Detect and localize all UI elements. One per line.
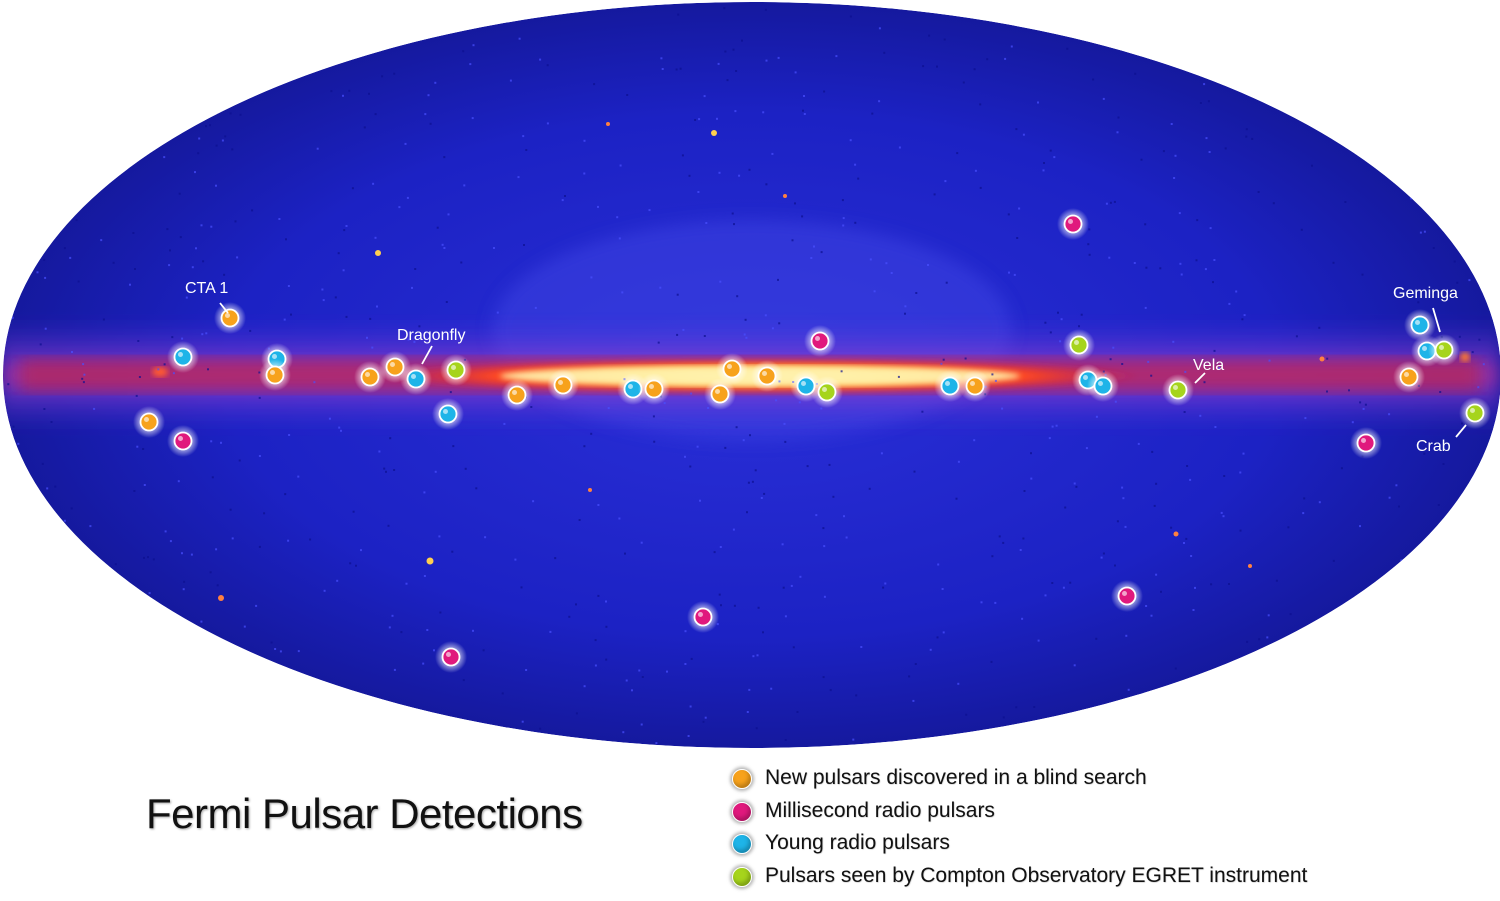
pulsar-marker-cyan [400, 363, 432, 395]
label-dragonfly: Dragonfly [397, 327, 465, 344]
page-title: Fermi Pulsar Detections [146, 790, 583, 837]
legend-label: New pulsars discovered in a blind search [765, 766, 1147, 789]
pulsar-marker-cyan [432, 398, 464, 430]
pulsar-marker-orange [959, 370, 991, 402]
cyan-dot-icon [732, 834, 752, 854]
source-labels: CTA 1 Dragonfly Vela Geminga Crab [185, 280, 1458, 455]
pulsar-marker-orange [214, 302, 246, 334]
pulsar-marker-cyan [934, 370, 966, 402]
label-geminga: Geminga [1393, 285, 1458, 302]
pulsar-marker-magenta [435, 641, 467, 673]
pulsar-marker-magenta [167, 425, 199, 457]
pulsar-marker-magenta [1111, 580, 1143, 612]
pulsar-marker-magenta [1057, 208, 1089, 240]
label-crab: Crab [1416, 438, 1451, 455]
pulsar-marker-green [811, 376, 843, 408]
sky-background [3, 2, 1500, 748]
pulsar-marker-orange [133, 406, 165, 438]
label-cta1: CTA 1 [185, 280, 228, 297]
pulsar-marker-cyan [1087, 370, 1119, 402]
pulsar-marker-orange [547, 369, 579, 401]
pulsar-marker-orange [501, 379, 533, 411]
bright-point-sources [218, 122, 1325, 601]
pulsar-marker-orange [354, 361, 386, 393]
pulsar-marker-orange [704, 378, 736, 410]
pulsar-marker-orange [716, 353, 748, 385]
legend-label: Pulsars seen by Compton Observatory EGRE… [765, 863, 1308, 887]
pulsar-markers [133, 208, 1491, 673]
legend-item-millisecond: Millisecond radio pulsars [732, 798, 1432, 831]
pulsar-marker-green [1459, 397, 1491, 429]
pulsar-marker-green [1428, 334, 1460, 366]
pulsar-marker-magenta [1350, 427, 1382, 459]
legend: New pulsars discovered in a blind search… [732, 765, 1432, 895]
pulsar-marker-green [1162, 374, 1194, 406]
pulsar-marker-cyan [1404, 309, 1436, 341]
label-vela: Vela [1193, 357, 1224, 374]
magenta-dot-icon [732, 801, 752, 822]
pulsar-marker-green [1063, 329, 1095, 361]
legend-item-blind-search: New pulsars discovered in a blind search [732, 765, 1432, 798]
pulsar-marker-green [440, 354, 472, 386]
legend-item-egret: Pulsars seen by Compton Observatory EGRE… [732, 863, 1432, 896]
pulsar-marker-magenta [804, 325, 836, 357]
legend-label: Millisecond radio pulsars [765, 798, 995, 822]
green-dot-icon [732, 866, 752, 887]
legend-label: Young radio pulsars [765, 831, 950, 854]
pulsar-marker-orange [1393, 361, 1425, 393]
orange-dot-icon [732, 769, 752, 789]
pulsar-marker-cyan [167, 341, 199, 373]
sky-map: CTA 1 Dragonfly Vela Geminga Crab [3, 2, 1500, 748]
pulsar-marker-orange [638, 373, 670, 405]
legend-item-young-radio: Young radio pulsars [732, 830, 1432, 863]
pulsar-marker-orange [751, 360, 783, 392]
pulsar-marker-orange [259, 359, 291, 391]
sky-speckle [3, 2, 1500, 748]
annotation-lines [219, 302, 1467, 438]
pulsar-marker-magenta [687, 601, 719, 633]
